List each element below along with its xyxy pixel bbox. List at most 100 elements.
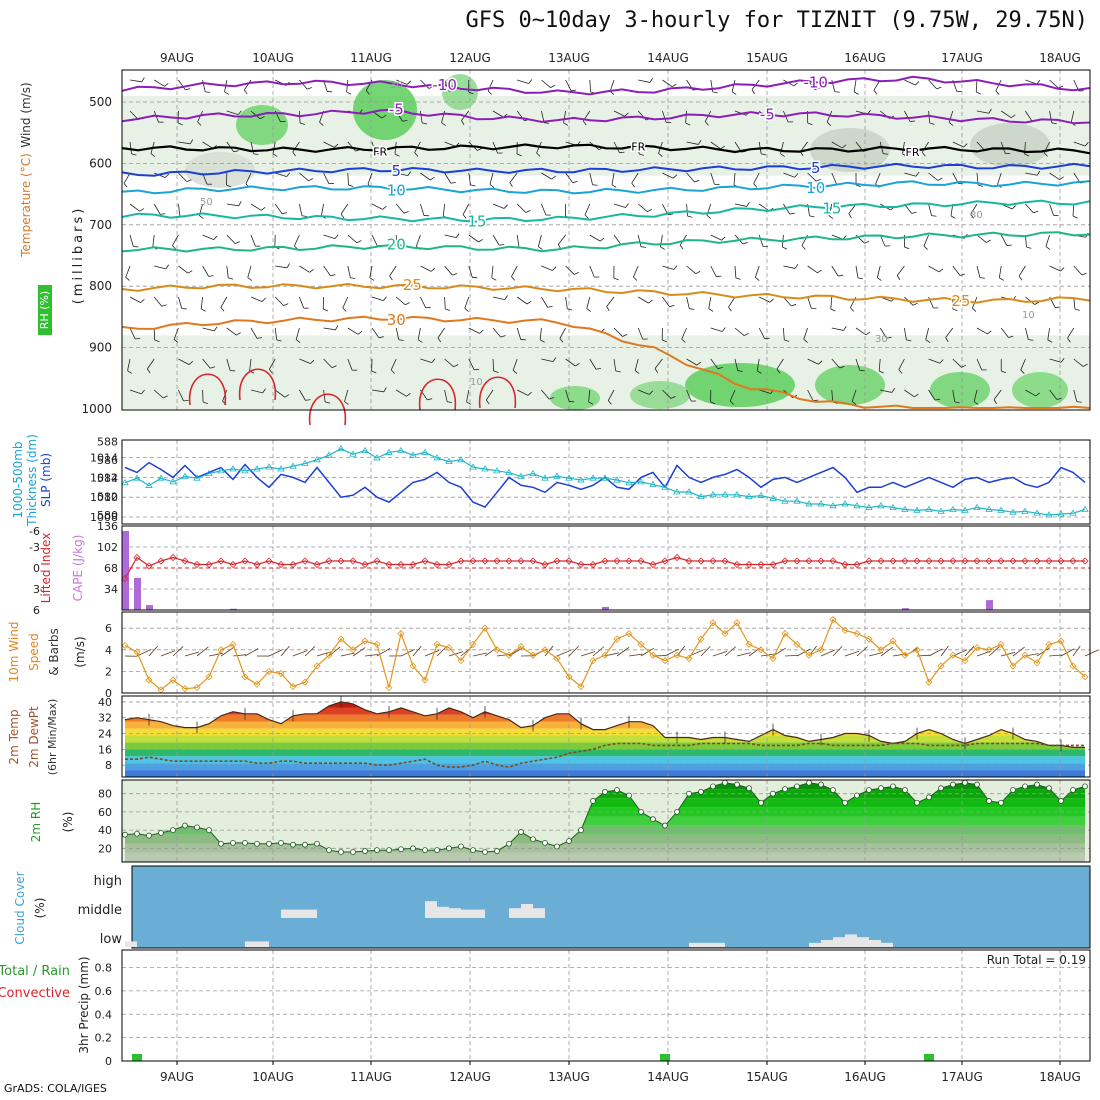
temp-frame [121,695,1091,778]
wind-barb [299,172,309,182]
wind-barb-flag [237,110,242,115]
wind-barb-flag [479,329,484,334]
lifted-index-marker [577,560,585,569]
rh-marker [302,841,308,848]
wind-barb-flag [647,208,652,213]
bottom-date-label: 17AUG [941,1070,983,1084]
thickness-marker [361,446,369,453]
wind-speed-marker [601,651,609,659]
wind-barb [928,172,939,181]
rh-marker [158,829,164,836]
warm-contour-4 [478,376,517,409]
li-ylabel: Lifted Index [39,533,53,604]
wind-barb [226,110,239,116]
precip-ylabel: 3hr Precip (mm) [77,956,91,1053]
rh-marker [842,799,848,806]
wind-barb [1025,79,1037,85]
thickness-marker [997,506,1005,513]
wind-barb-flag [571,89,577,92]
minmax-legend-label: (6hr Min/Max) [46,699,59,776]
wind-barb-flag [877,277,882,281]
wind-barb [952,358,962,368]
temp-band [125,763,1085,771]
wind-barb [129,203,140,212]
wind-barb-flag [883,153,889,155]
temp-legend-label: 2m Temp [7,709,21,764]
wind-barb-flag [753,183,758,188]
rh-marker [338,849,344,855]
wind-barb [565,172,574,183]
rh-marker [134,830,140,837]
precip-frame [121,949,1091,1062]
wind-barb-flag [260,206,266,211]
wind-barb [1000,110,1012,119]
lifted-index-marker [457,557,465,565]
wind-barb [347,141,356,152]
cloud-low-bar [125,941,137,947]
wind-barb-flag [437,337,442,343]
thickness-marker [889,503,897,511]
surface-wind-barb [724,646,736,657]
temp-contour-label: 30 [387,311,406,329]
rh-marker [986,798,992,804]
surface-wind-barb [700,645,711,657]
wind-speed-marker [901,651,909,659]
wind-barb [323,265,331,277]
wind-barb-flag [511,276,515,281]
lifted-index-marker [1057,557,1065,565]
wind-barb-flag [995,90,1000,95]
surface-wind-barb [928,648,943,657]
wind-barb [202,79,206,92]
wind-barb-flag [925,339,931,343]
temp-contour--10 [121,75,1091,96]
surface-wind-barb [1048,654,1062,657]
surface-wind-barb [844,650,860,657]
wind-barb [831,358,841,369]
wind-speed-marker [373,640,381,648]
surface-wind-barb [196,646,209,657]
thickness-marker [733,490,741,498]
wind-barb-flag [253,153,259,155]
wind-barb-flag [381,114,387,119]
thickness-marker [181,472,189,479]
cloud-level-low: low [100,932,123,947]
wind-barb [589,172,593,185]
wind-barb [589,358,597,370]
wind-barb [902,141,905,154]
wind-barb [275,172,287,178]
rh-marker [446,845,452,852]
cloud-middle-bar [461,909,485,918]
wind-speed-marker [889,637,897,645]
wind-barb [202,327,215,332]
wind-barb-flag [489,184,495,188]
wind-barb-flag [751,89,756,95]
wind-barb [127,358,131,371]
wind-barb-flag [1033,210,1039,214]
wind-barb [1025,203,1034,214]
lifted-index-marker [553,557,561,565]
rh-marker [398,846,404,853]
precip-tick-label: 0 [105,1055,112,1068]
wind-speed-marker [277,669,285,678]
wind-speed-marker [577,682,585,691]
wind-barb [831,389,834,402]
wind-barb [710,141,721,150]
wind-barb [395,327,400,340]
wind-tick-label: 6 [105,622,112,635]
lifted-index-marker [469,557,477,565]
wind-barb-flag [340,213,345,219]
thickness-marker [793,497,801,504]
profile-ytick-label: 800 [89,279,112,293]
wind-barb-flag [839,365,845,369]
lifted-index-marker [517,557,525,565]
thickness-marker [661,483,669,490]
wind-barb [129,141,132,154]
lifted-index-marker [769,560,777,569]
temp-band [125,707,1085,715]
thickness-marker [145,481,153,488]
wind-barb-flag [948,122,954,126]
wind-barb-flag [588,401,594,405]
wind-speed-marker [853,630,861,638]
wind-speed-marker [493,646,501,654]
lifted-index-marker [1009,557,1017,565]
